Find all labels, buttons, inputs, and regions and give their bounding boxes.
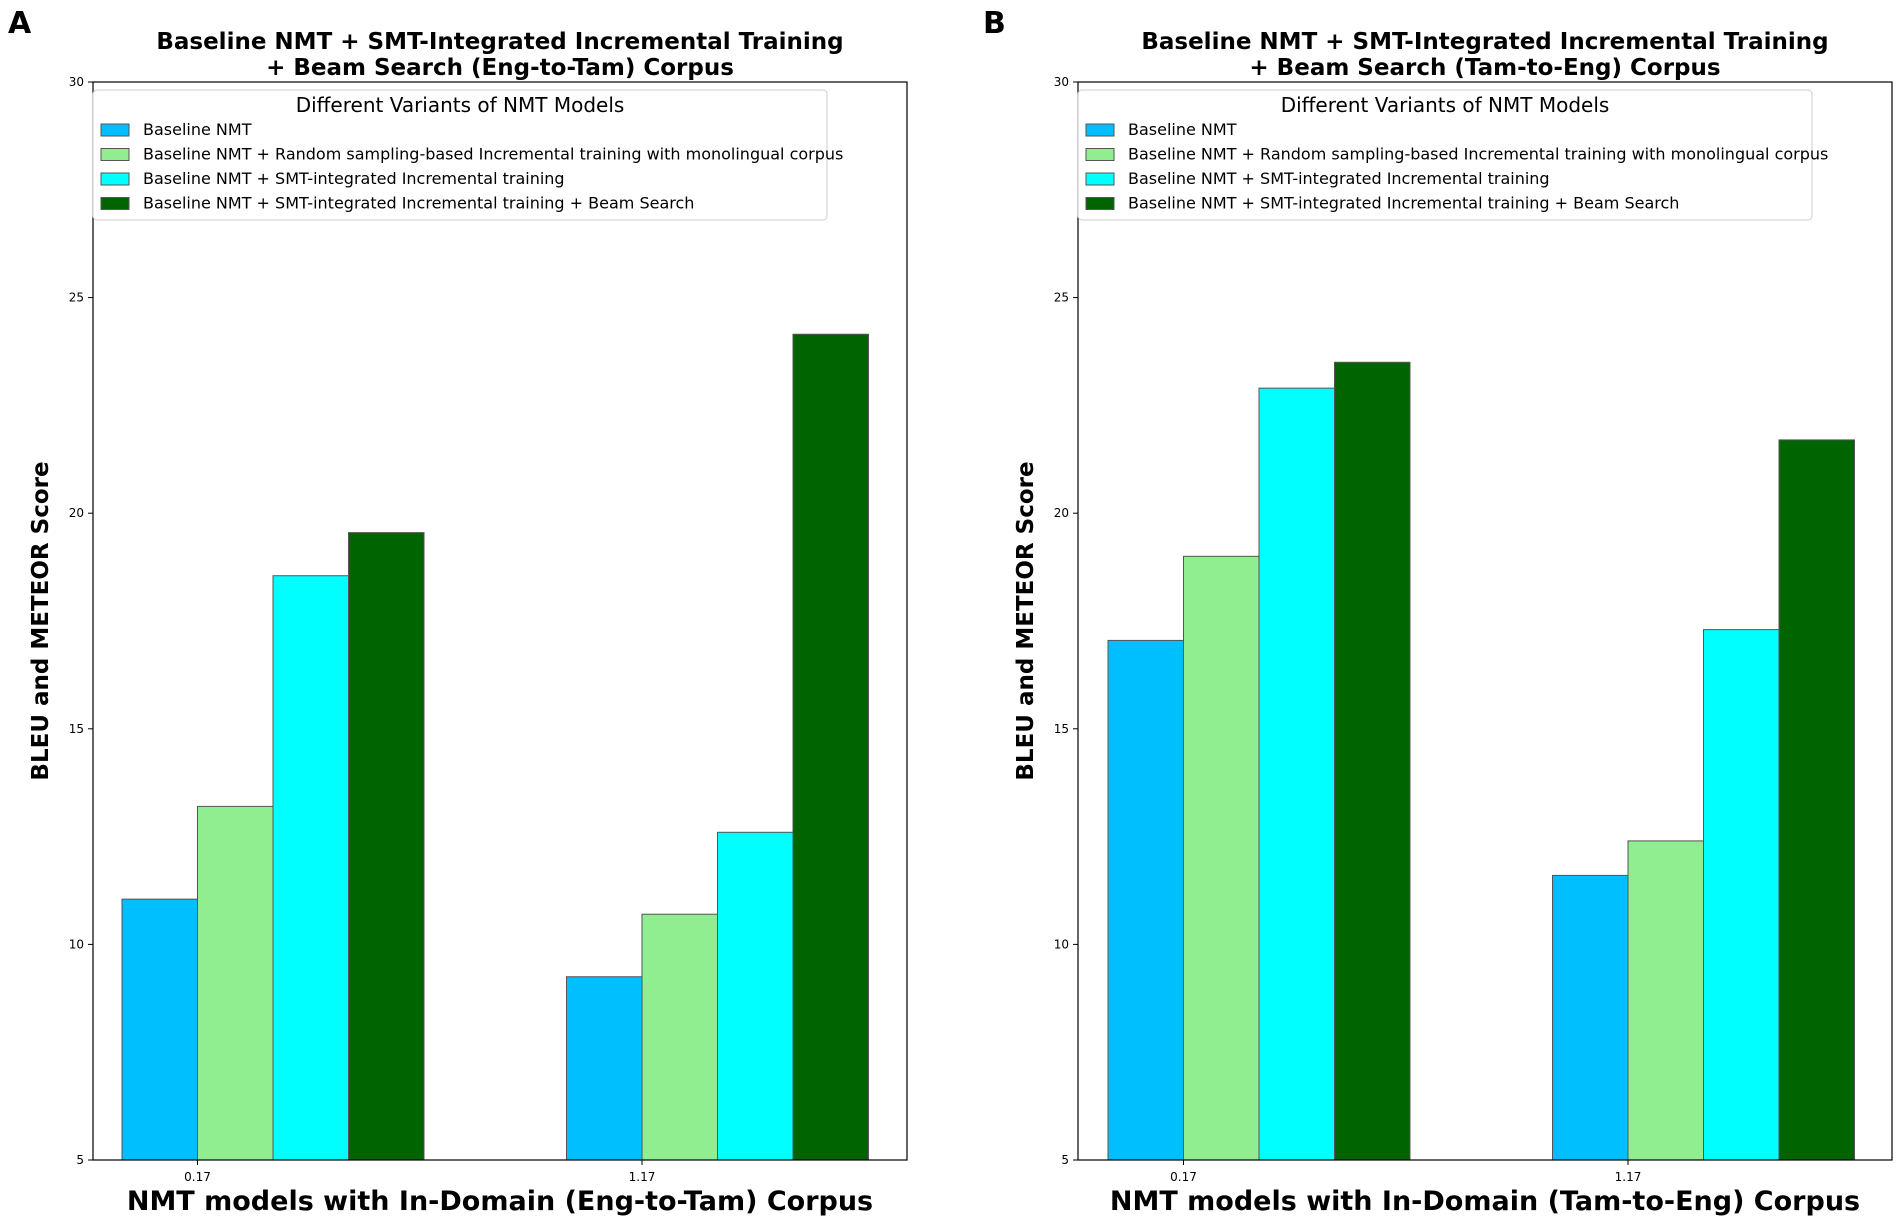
legend-swatch <box>100 197 130 210</box>
x-axis-label: NMT models with In-Domain (Tam-to-Eng) C… <box>1110 1186 1860 1217</box>
legend-swatch <box>1085 197 1115 210</box>
legend-entry: Baseline NMT <box>1128 120 1237 139</box>
y-tick-label: 20 <box>69 506 84 520</box>
y-tick-label: 30 <box>69 75 84 89</box>
legend-box <box>1077 89 1813 221</box>
y-tick-label: 15 <box>1054 722 1069 736</box>
plot-frame <box>92 81 908 1161</box>
legend-entry: Baseline NMT + Random sampling-based Inc… <box>143 145 843 164</box>
chart-panel-b: B Baseline NMT + SMT-Integrated Increment… <box>983 6 1893 1217</box>
panel-letter: B <box>983 6 1006 41</box>
bar <box>717 831 794 1161</box>
legend-entry: Baseline NMT + Random sampling-based Inc… <box>1128 145 1828 164</box>
chart-title-line: Baseline NMT + SMT-Integrated Incrementa… <box>1141 29 1828 55</box>
legend-entry: Baseline NMT <box>143 120 252 139</box>
bar <box>1183 555 1260 1161</box>
y-tick-label: 5 <box>1061 1153 1069 1167</box>
chart-title-line: + Beam Search (Eng-to-Tam) Corpus <box>266 55 734 81</box>
legend-box <box>92 89 828 221</box>
x-axis-label: NMT models with In-Domain (Eng-to-Tam) C… <box>127 1186 873 1217</box>
bar <box>1778 439 1855 1161</box>
bar <box>1107 639 1184 1161</box>
x-tick-label: 1.17 <box>1615 1170 1642 1184</box>
legend: Different Variants of NMT Models Baseline… <box>92 89 843 221</box>
legend-swatch <box>100 148 130 161</box>
bar <box>1552 874 1629 1161</box>
legend-swatch <box>1085 172 1115 186</box>
plot-frame <box>1077 81 1893 1161</box>
legend-swatch <box>100 172 130 186</box>
bar <box>641 913 718 1161</box>
legend-entry: Baseline NMT + SMT-integrated Incrementa… <box>143 169 565 188</box>
chart-panel-a: A Baseline NMT + SMT-Integrated Increment… <box>8 6 908 1217</box>
y-tick-label: 10 <box>69 937 84 951</box>
y-tick-label: 30 <box>1054 75 1069 89</box>
legend-swatch <box>1085 148 1115 161</box>
bar <box>1703 629 1780 1161</box>
y-tick-label: 25 <box>69 291 84 305</box>
x-tick-label: 0.17 <box>184 1170 211 1184</box>
bar <box>566 976 643 1161</box>
x-tick-label: 0.17 <box>1170 1170 1197 1184</box>
chart-title-line: + Beam Search (Tam-to-Eng) Corpus <box>1249 55 1720 81</box>
bar <box>1627 840 1704 1161</box>
bar <box>121 898 198 1161</box>
bar <box>792 333 869 1161</box>
legend-entry: Baseline NMT + SMT-integrated Incrementa… <box>1128 169 1550 188</box>
y-axis-label: BLEU and METEOR Score <box>28 461 54 780</box>
legend-swatch <box>1085 123 1115 137</box>
bar <box>1258 387 1335 1161</box>
bar <box>1334 361 1411 1161</box>
y-axis-label: BLEU and METEOR Score <box>1013 461 1039 780</box>
chart-title-line: Baseline NMT + SMT-Integrated Incrementa… <box>156 29 843 55</box>
bar <box>272 575 349 1161</box>
y-tick-label: 10 <box>1054 937 1069 951</box>
panel-letter: A <box>8 6 32 41</box>
legend: Different Variants of NMT Models Baseline… <box>1077 89 1828 221</box>
legend-swatch <box>100 123 130 137</box>
bar <box>348 532 425 1161</box>
y-tick-label: 15 <box>69 722 84 736</box>
y-tick-label: 20 <box>1054 506 1069 520</box>
legend-entry: Baseline NMT + SMT-integrated Incrementa… <box>1128 194 1679 213</box>
legend-entry: Baseline NMT + SMT-integrated Incrementa… <box>143 194 694 213</box>
legend-title: Different Variants of NMT Models <box>1281 93 1610 117</box>
y-tick-label: 25 <box>1054 291 1069 305</box>
y-tick-label: 5 <box>76 1153 84 1167</box>
x-tick-label: 1.17 <box>629 1170 656 1184</box>
bar <box>197 805 274 1161</box>
legend-title: Different Variants of NMT Models <box>296 93 625 117</box>
